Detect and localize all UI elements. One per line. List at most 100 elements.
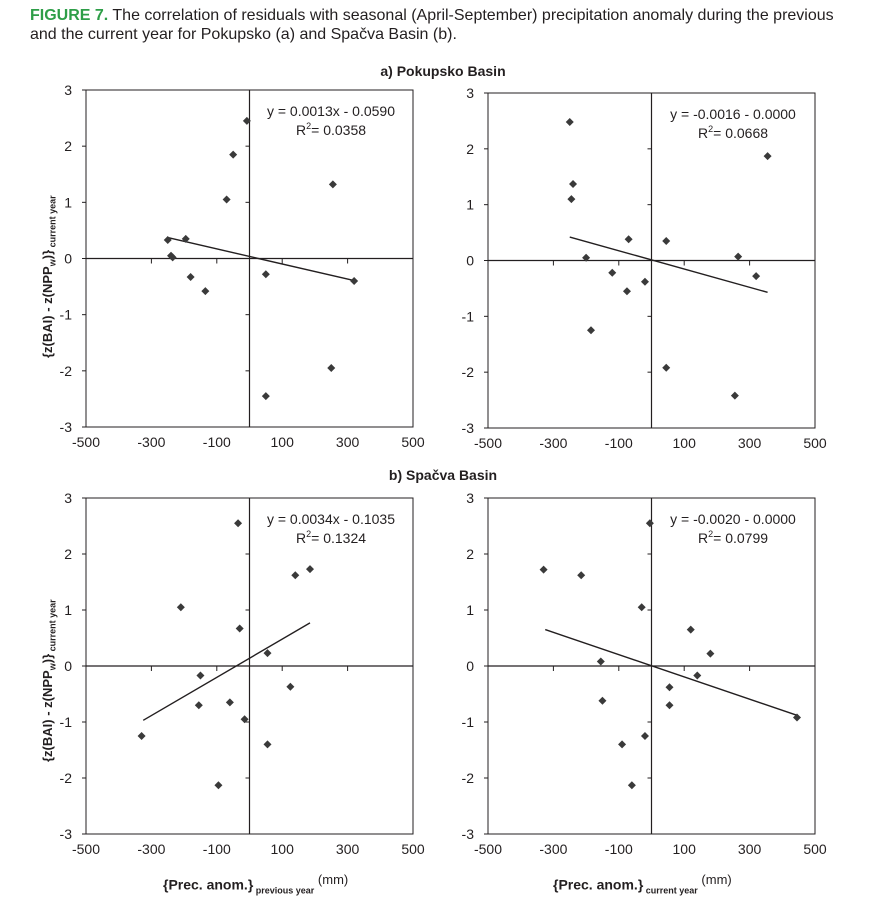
y-tick-label: 2 — [466, 141, 474, 157]
r-squared-symbol: R — [698, 530, 708, 546]
x-tick-label: -100 — [605, 435, 633, 451]
data-point — [567, 195, 576, 204]
r-squared-superscript: 2 — [708, 529, 713, 539]
data-point — [168, 253, 177, 262]
data-point — [263, 740, 272, 749]
r-squared-value: = 0.0358 — [311, 122, 366, 138]
y-tick-label: -2 — [462, 364, 475, 380]
y-tick-label: -3 — [462, 826, 475, 842]
data-point — [645, 519, 654, 528]
data-point — [622, 287, 631, 296]
x-tick-label: -100 — [203, 841, 231, 857]
r-squared-value: = 0.1324 — [311, 530, 366, 546]
data-point — [327, 364, 336, 373]
section-title-b: b) Spačva Basin — [388, 467, 498, 483]
data-point — [640, 277, 649, 286]
data-point — [163, 235, 172, 244]
data-point — [242, 116, 251, 125]
r-squared: R2= 0.0799 — [698, 529, 768, 546]
data-point — [350, 276, 359, 285]
x-tick-label: 100 — [271, 841, 295, 857]
data-point — [137, 732, 146, 740]
x-tick-label: 500 — [401, 434, 425, 450]
data-point — [608, 268, 617, 277]
y-tick-label: 3 — [466, 85, 474, 101]
data-point — [730, 391, 739, 400]
data-point — [577, 571, 586, 580]
r-squared: R2= 0.0668 — [698, 124, 768, 141]
x-tick-label: 300 — [738, 841, 762, 857]
data-point — [261, 392, 270, 401]
data-point — [225, 698, 234, 707]
x-tick-label: -100 — [605, 841, 633, 857]
data-point — [569, 180, 578, 189]
data-point — [263, 649, 272, 658]
data-point — [734, 252, 743, 261]
data-point — [229, 150, 238, 159]
x-label-unit: (mm) — [314, 872, 349, 887]
y-tick-label: 0 — [466, 658, 474, 674]
data-point — [539, 565, 548, 574]
y-tick-label: 1 — [466, 197, 474, 213]
r-squared-symbol: R — [296, 530, 306, 546]
x-tick-label: 500 — [803, 435, 827, 451]
y-tick-label: 1 — [466, 602, 474, 618]
data-point — [596, 657, 605, 666]
x-tick-label: -300 — [137, 841, 165, 857]
data-point — [234, 519, 243, 528]
x-label-main: {Prec. anom.} — [163, 876, 254, 893]
data-point — [752, 272, 761, 281]
x-tick-label: 300 — [336, 841, 360, 857]
data-point — [598, 696, 607, 705]
data-point — [305, 565, 314, 574]
data-point — [286, 682, 295, 691]
y-tick-label: -1 — [462, 714, 475, 730]
y-tick-label: -2 — [60, 363, 73, 379]
y-tick-label: 3 — [64, 490, 72, 506]
data-point — [665, 701, 674, 710]
data-point — [693, 671, 702, 680]
trendline — [569, 236, 768, 293]
chart-b-current: 3 2 1 0 -1 -2 -3-500 -300 -100 100 300 500 y = -0.00… — [462, 490, 827, 857]
y-tick-label: -2 — [462, 770, 475, 786]
data-point — [662, 236, 671, 245]
data-point — [261, 270, 270, 279]
y-tick-label: 0 — [64, 658, 72, 674]
data-point — [662, 363, 671, 372]
x-tick-label: -300 — [137, 434, 165, 450]
data-point — [686, 625, 695, 634]
x-label-unit: (mm) — [697, 872, 732, 887]
data-point — [618, 740, 627, 749]
data-point — [624, 235, 633, 244]
data-point — [214, 781, 223, 790]
y-tick-label: -3 — [60, 826, 73, 842]
y-tick-label: 3 — [64, 82, 72, 98]
y-tick-label: 2 — [64, 138, 72, 154]
data-point — [627, 781, 636, 790]
x-tick-label: -300 — [539, 435, 567, 451]
data-point — [587, 326, 596, 335]
x-tick-label: 500 — [803, 841, 827, 857]
data-point — [181, 234, 190, 243]
x-tick-label: 100 — [673, 841, 697, 857]
data-point — [706, 649, 715, 658]
regression-equation: y = 0.0013x - 0.0590 — [267, 103, 395, 119]
y-tick-label: 2 — [64, 546, 72, 562]
figure-caption-text: The correlation of residuals with season… — [30, 7, 834, 43]
data-point — [763, 152, 772, 161]
data-point — [793, 713, 802, 722]
trendline — [544, 628, 798, 716]
chart-b-previous: 3 2 1 0 -1 -2 -3-500 -300 -100 100 300 500 y = 0.003… — [60, 490, 425, 857]
r-squared-symbol: R — [296, 122, 306, 138]
regression-equation: y = 0.0034x - 0.1035 — [267, 511, 395, 527]
regression-equation: y = -0.0020 - 0.0000 — [670, 511, 796, 527]
x-tick-label: 100 — [673, 435, 697, 451]
x-label-sub: current year — [643, 885, 698, 896]
x-tick-label: 300 — [738, 435, 762, 451]
y-tick-label: -1 — [60, 307, 73, 323]
data-point — [291, 571, 300, 580]
x-label-sub: previous year — [253, 885, 315, 896]
figure-caption: FIGURE 7. The correlation of residuals w… — [30, 6, 860, 44]
data-point — [582, 253, 591, 262]
